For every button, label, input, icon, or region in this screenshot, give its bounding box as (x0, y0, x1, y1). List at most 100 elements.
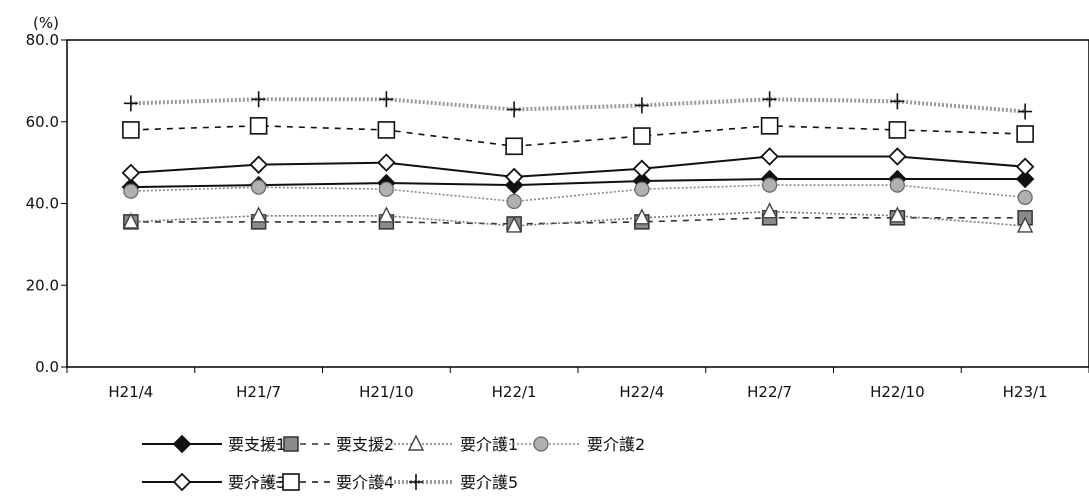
data-point (634, 181, 650, 197)
data-point (761, 202, 778, 219)
marker-shape (506, 193, 522, 210)
marker-shape (505, 216, 523, 233)
legend-label: 要介護2 (587, 435, 645, 454)
marker-shape (888, 147, 907, 166)
data-point (249, 117, 268, 135)
legend-marker (533, 436, 549, 452)
data-point (1015, 157, 1035, 176)
series-5 (121, 147, 1035, 187)
marker-shape (1016, 216, 1034, 233)
data-point (633, 208, 651, 225)
data-point (760, 117, 779, 135)
data-point (760, 147, 779, 166)
legend-label: 要支援2 (336, 435, 394, 454)
data-point (249, 155, 268, 174)
marker-shape (889, 206, 906, 223)
legend-item-6: 要介護4 (252, 473, 394, 492)
marker-shape (122, 212, 140, 229)
marker-shape (251, 179, 267, 195)
data-point (504, 167, 524, 187)
marker-shape (1015, 169, 1035, 189)
marker-shape (282, 473, 300, 491)
data-point (889, 206, 906, 223)
data-point (1015, 169, 1035, 189)
legend-marker (172, 472, 192, 492)
marker-shape (633, 127, 651, 145)
marker-shape (889, 177, 905, 193)
data-point (634, 97, 649, 114)
marker-shape (762, 177, 778, 193)
data-point (888, 147, 907, 166)
legend-item-4: 要介護2 (501, 435, 645, 454)
marker-shape (283, 436, 299, 452)
data-point (378, 181, 394, 197)
series-line (130, 177, 1026, 189)
marker-shape (634, 181, 650, 197)
x-tick-label: H21/7 (236, 383, 281, 401)
marker-shape (121, 163, 141, 183)
series-4 (123, 177, 1033, 210)
series-6 (122, 117, 1034, 156)
marker-shape (378, 206, 395, 223)
x-tick-label: H22/1 (492, 383, 537, 401)
legend-marker (283, 436, 299, 452)
data-point (378, 206, 395, 223)
legend-label: 要介護1 (460, 435, 518, 454)
data-point (1016, 125, 1034, 143)
data-point (633, 127, 651, 145)
data-point (377, 121, 396, 139)
marker-shape (1016, 125, 1034, 143)
y-tick-label: 20.0 (26, 276, 59, 294)
marker-shape (249, 117, 268, 135)
data-point (506, 193, 522, 210)
marker-shape (760, 147, 779, 166)
x-tick-label: H22/4 (619, 383, 664, 401)
marker-shape (377, 121, 396, 139)
marker-shape (407, 434, 425, 451)
data-point (377, 153, 396, 172)
legend-item-2: 要支援2 (252, 435, 394, 454)
data-point (251, 91, 266, 108)
data-point (1016, 216, 1034, 233)
x-tick-label: H21/10 (359, 383, 414, 401)
series-layer (121, 91, 1035, 233)
legend-label: 要介護5 (460, 473, 518, 492)
data-point (122, 121, 140, 139)
legend-marker (407, 434, 425, 451)
marker-shape (249, 155, 268, 174)
plot-area (66, 39, 1089, 368)
legend-item-3: 要介護1 (378, 434, 518, 454)
data-point (505, 216, 523, 233)
marker-shape (533, 436, 549, 452)
data-point (505, 137, 523, 156)
data-point (379, 91, 394, 108)
marker-shape (760, 117, 779, 135)
y-tick-label: 60.0 (26, 113, 59, 131)
marker-shape (122, 121, 140, 139)
x-tick-label: H22/10 (870, 383, 925, 401)
x-tick-label: H23/1 (1003, 383, 1048, 401)
data-point (762, 177, 778, 193)
data-point (121, 163, 141, 183)
series-line (130, 184, 1026, 203)
axes: 0.0 20.0 40.0 60.0 80.0(%) H21/4 H21/7 H21/10 H2… (26, 14, 1089, 401)
series-7 (123, 91, 1033, 120)
data-point (123, 95, 138, 112)
data-point (889, 177, 905, 193)
x-tick-label: H22/7 (747, 383, 792, 401)
marker-shape (123, 183, 139, 199)
legend-marker (409, 474, 423, 490)
data-point (890, 93, 905, 110)
marker-shape (761, 202, 778, 219)
marker-shape (888, 121, 907, 139)
series-line (130, 217, 1026, 225)
y-axis-unit-label: (%) (33, 14, 59, 32)
data-point (1017, 189, 1033, 205)
marker-shape (172, 434, 192, 454)
y-tick-label: 0.0 (35, 358, 59, 376)
series-3 (122, 202, 1034, 233)
marker-shape (1015, 157, 1035, 176)
